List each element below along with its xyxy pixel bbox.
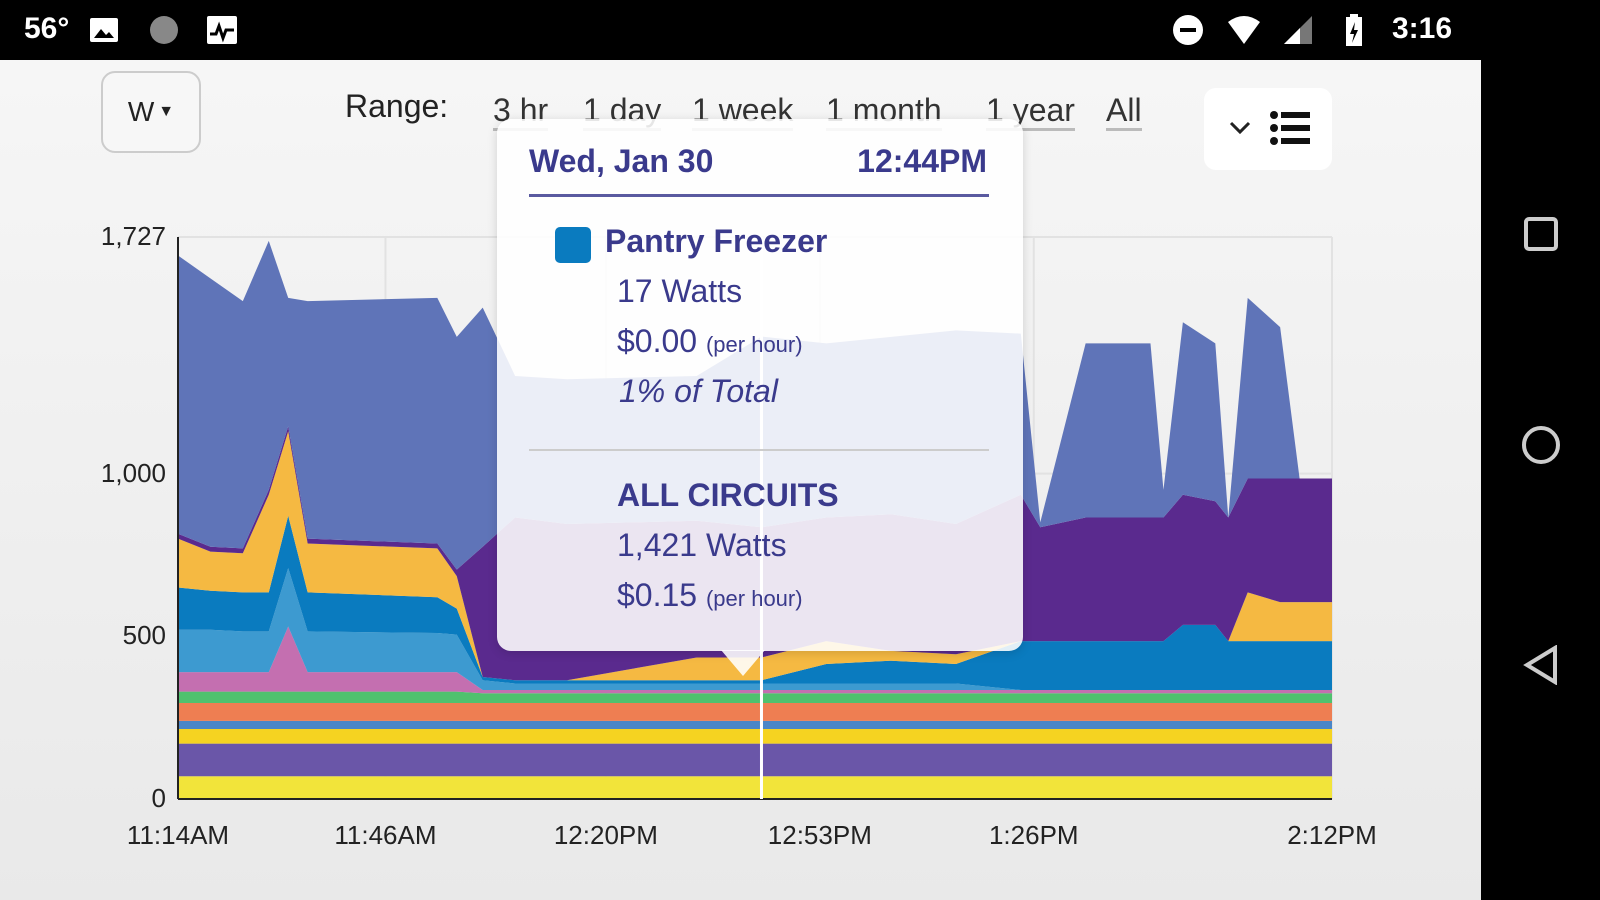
area-green <box>178 691 1332 704</box>
circuit-color-swatch <box>555 227 591 263</box>
unit-label: W <box>127 96 155 127</box>
y-tick-label: 0 <box>151 783 166 813</box>
area-blue-thin <box>178 720 1332 730</box>
y-tick-label: 1,000 <box>100 457 166 488</box>
recents-icon[interactable] <box>1521 214 1561 254</box>
area-orange <box>178 703 1332 721</box>
tooltip-time: 12:44PM <box>857 143 987 179</box>
x-tick-label: 2:12PM <box>1287 820 1377 850</box>
total-label: ALL CIRCUITS <box>617 477 839 513</box>
signal-icon <box>1284 16 1312 44</box>
per-hour: (per hour) <box>705 332 803 357</box>
wifi-icon <box>1228 16 1260 44</box>
caret-down-icon: ▼ <box>158 103 175 120</box>
divider <box>529 449 989 451</box>
area-amber <box>178 431 1332 681</box>
x-tick-label: 12:20PM <box>553 820 658 850</box>
home-icon[interactable] <box>1521 425 1561 465</box>
android-nav-bar <box>1481 60 1600 900</box>
circuit-cost-value: $0.00 <box>617 323 698 359</box>
circle-icon <box>150 16 178 44</box>
x-tick-label: 1:26PM <box>988 820 1079 850</box>
range-all[interactable]: All <box>1106 92 1142 131</box>
tooltip-date: Wed, Jan 30 <box>529 143 714 179</box>
list-icon <box>1270 111 1310 145</box>
area-yellow-2 <box>178 729 1332 744</box>
area-light-blue <box>178 567 1332 690</box>
per-hour: (per hour) <box>705 586 803 611</box>
x-tick-label: 11:46AM <box>334 820 437 850</box>
area-yellow-base <box>178 776 1332 799</box>
unit-dropdown[interactable]: W ▼ <box>101 71 201 153</box>
clock: 3:16 <box>1392 12 1453 45</box>
legend-toggle[interactable] <box>1204 88 1332 170</box>
battery-icon <box>1346 14 1362 46</box>
y-tick-label: 1,727 <box>100 221 166 251</box>
divider <box>529 194 989 197</box>
circuit-share: 1% of Total <box>619 373 778 409</box>
x-tick-label: 11:14AM <box>126 820 230 850</box>
chevron-down-icon <box>1229 121 1251 135</box>
tooltip: Wed, Jan 30 12:44PM Pantry Freezer 17 Wa… <box>497 119 1023 651</box>
area-pantry-freezer <box>178 515 1332 690</box>
dnd-icon <box>1173 15 1203 45</box>
circuit-watts: 17 Watts <box>617 273 743 309</box>
temperature: 56° <box>24 12 70 45</box>
status-bar: 56° 3:16 <box>0 0 1600 60</box>
range-label: Range: <box>345 88 449 124</box>
tooltip-pointer <box>721 650 765 676</box>
back-icon[interactable] <box>1521 645 1561 685</box>
total-watts: 1,421 Watts <box>617 527 787 563</box>
circuit-cost: $0.00 (per hour) <box>617 323 803 360</box>
y-tick-label: 500 <box>122 620 166 651</box>
x-tick-label: 12:53PM <box>767 820 872 850</box>
circuit-name: Pantry Freezer <box>605 223 828 259</box>
area-pink <box>178 626 1332 694</box>
area-purple-base <box>178 743 1332 777</box>
total-cost: $0.15 (per hour) <box>617 577 803 614</box>
total-cost-value: $0.15 <box>617 577 698 613</box>
image-icon <box>90 18 118 42</box>
activity-icon <box>207 16 237 44</box>
